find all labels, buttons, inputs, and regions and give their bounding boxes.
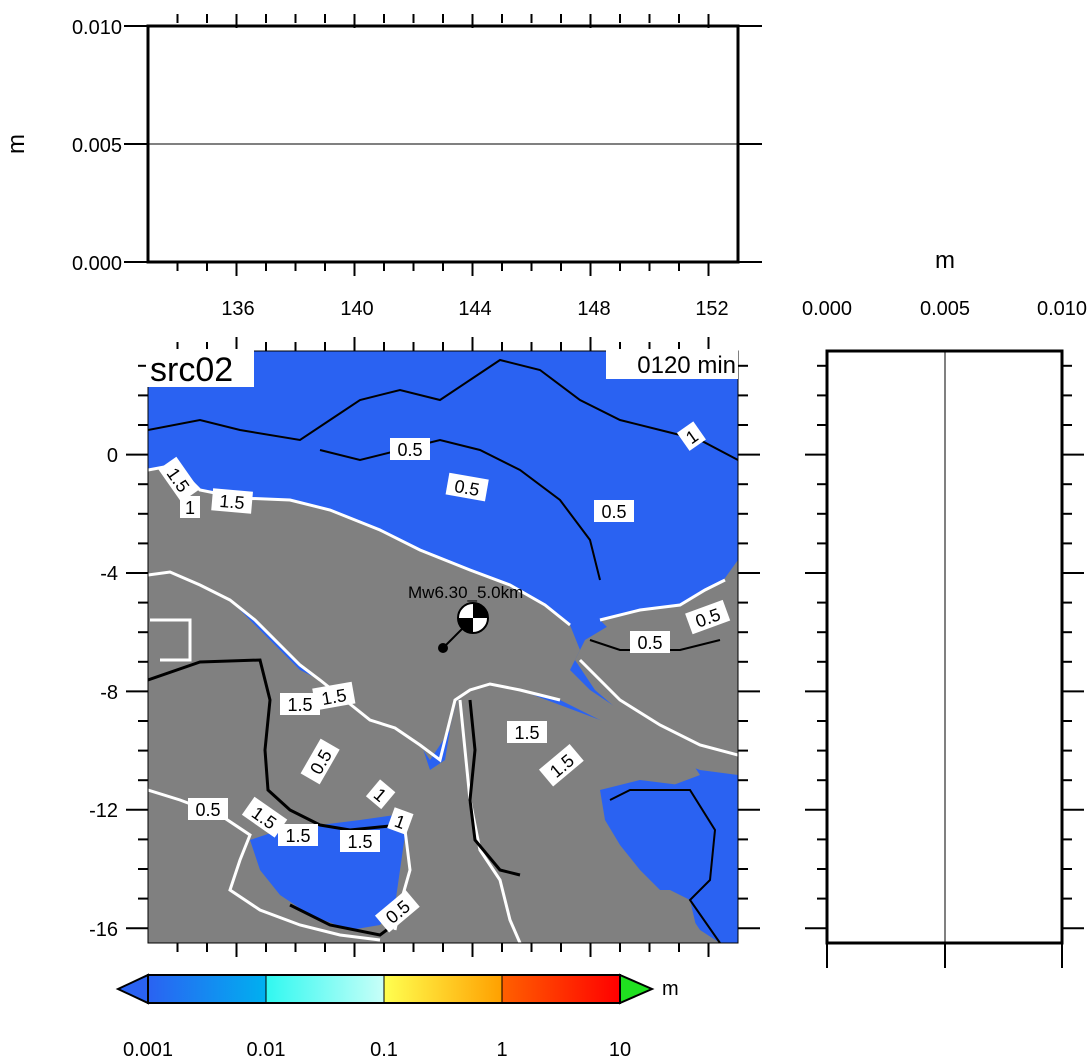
contour-label: 0.5 [188, 798, 228, 820]
lat-tick-label: -4 [100, 563, 118, 585]
time-label: 0120 min [637, 352, 736, 379]
contour-white [148, 570, 561, 763]
run-label: src02 [150, 351, 233, 389]
map-panel: 0 -4 -8 -12 -16 0.5 1 1.5 1.5 0.5 0.5 1 0.5 1.5 1… [89, 337, 760, 957]
side-x-tick-label: 0.010 [1037, 298, 1087, 320]
svg-text:1.5: 1.5 [320, 685, 348, 709]
colorbar-segment [502, 975, 620, 1003]
top-x-tick-label: 152 [695, 298, 728, 320]
contour-white [458, 699, 522, 943]
colorbar-tick-label: 1 [496, 1039, 507, 1061]
top-y-tick-label: 0.000 [72, 253, 122, 275]
colorbar-segment [266, 975, 384, 1003]
svg-text:1: 1 [185, 498, 195, 518]
top-panel: 0.010 0.005 0.000 136 140 144 148 152 m [3, 14, 762, 320]
colorbar-tick-label: 0.1 [370, 1039, 398, 1061]
top-unit-label: m [3, 134, 30, 154]
contour-label: 0.5 [445, 472, 489, 502]
contour-label: 1.5 [340, 830, 380, 852]
svg-text:0.5: 0.5 [397, 440, 422, 460]
land-cape-york [510, 770, 720, 943]
top-x-tick-label: 144 [458, 298, 491, 320]
side-x-tick-label: 0.000 [802, 298, 852, 320]
contour-black [468, 699, 521, 877]
contour-label: 1.5 [211, 488, 253, 514]
colorbar-high-triangle [619, 973, 655, 1005]
svg-text:1.5: 1.5 [514, 723, 539, 743]
contour-label: 1 [676, 421, 706, 451]
side-x-tick-label: 0.005 [920, 298, 970, 320]
contour-label: 1.5 [507, 721, 547, 743]
svg-text:0.5: 0.5 [637, 633, 662, 653]
ocean-coral-sea [600, 780, 720, 890]
top-y-tick-label: 0.005 [72, 135, 122, 157]
colorbar-segment [384, 975, 502, 1003]
svg-text:0.5: 0.5 [601, 502, 626, 522]
time-label-box [606, 349, 738, 379]
contour-white [578, 658, 738, 757]
contour-black [148, 658, 401, 832]
colorbar-tick-label: 0.01 [247, 1039, 286, 1061]
side-panel: m 0.000 0.005 0.010 [802, 247, 1087, 968]
contour-black [609, 789, 721, 943]
svg-text:0.5: 0.5 [453, 476, 481, 500]
event-label: Mw6.30_5.0km [408, 583, 523, 602]
contour-white [599, 578, 726, 622]
contour-label: 0.5 [390, 438, 430, 460]
run-label-box [146, 349, 254, 387]
colorbar-segment [148, 975, 266, 1003]
svg-text:1.5: 1.5 [219, 491, 246, 513]
colorbar-low-triangle [115, 973, 149, 1005]
lat-tick-label: -8 [100, 682, 118, 704]
lat-tick-label: 0 [107, 445, 118, 467]
contour-label: 1 [180, 496, 200, 518]
epicenter-marker [438, 643, 448, 653]
contour-label: 1.5 [280, 693, 320, 715]
contour-label: 0.5 [594, 500, 634, 522]
svg-text:1.5: 1.5 [347, 832, 372, 852]
contour-label: 1.5 [312, 681, 356, 711]
colorbar-unit-label: m [662, 978, 679, 1000]
contour-white [150, 618, 192, 662]
land-new-guinea [148, 465, 738, 775]
top-y-tick-label: 0.010 [72, 17, 122, 39]
contour-black [148, 358, 738, 461]
svg-text:1.5: 1.5 [287, 695, 312, 715]
contour-label: 1.5 [278, 824, 318, 846]
contour-label: 0.5 [630, 631, 670, 653]
side-unit-label: m [935, 247, 955, 274]
svg-text:1.5: 1.5 [285, 826, 310, 846]
lat-tick-label: -16 [89, 919, 118, 941]
contour-label: 1 [387, 807, 414, 835]
top-x-tick-label: 136 [221, 298, 254, 320]
contour-black [319, 438, 601, 581]
top-x-tick-label: 148 [577, 298, 610, 320]
top-x-tick-label: 140 [340, 298, 373, 320]
colorbar-tick-label: 0.001 [123, 1039, 173, 1061]
colorbar-tick-label: 10 [609, 1039, 631, 1061]
focal-mechanism-icon [457, 602, 489, 634]
colorbar: m 0.001 0.01 0.1 1 10 [115, 973, 679, 1061]
lat-tick-label: -12 [89, 800, 118, 822]
land-island-northwest [160, 500, 230, 555]
svg-text:0.5: 0.5 [195, 800, 220, 820]
contour-label: 1 [365, 779, 396, 810]
